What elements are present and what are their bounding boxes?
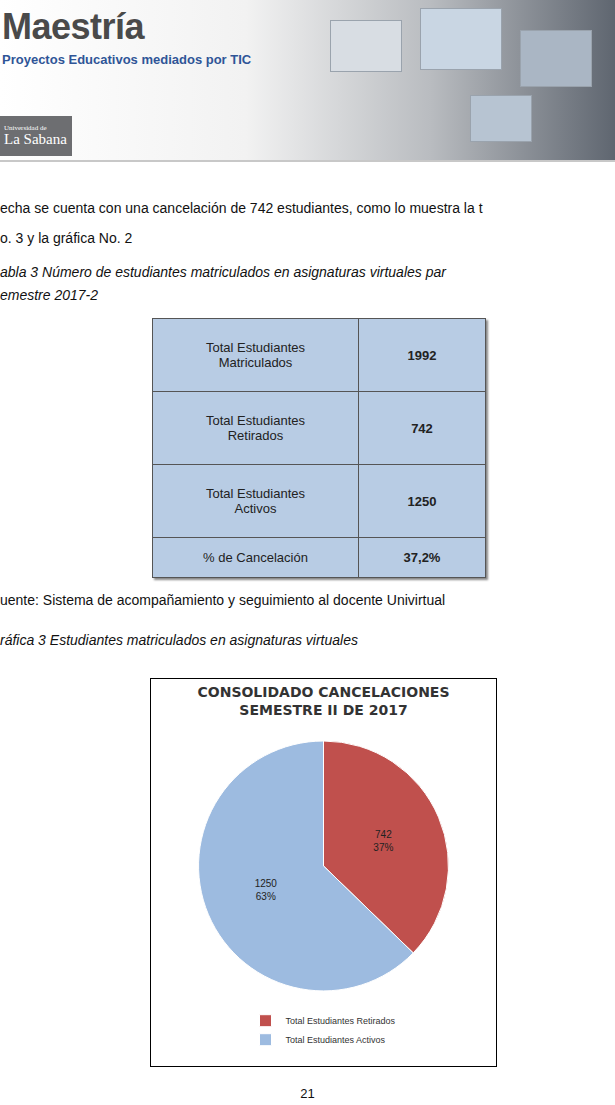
html-text:La Sabana: La Sabana	[4, 131, 67, 147]
svg-text:Total Estudiantes Activos: Total Estudiantes Activos	[286, 1035, 386, 1045]
html-text:37,2%: 37,2%	[403, 550, 441, 566]
html-text:echa se cuenta con una cancela: echa se cuenta con una cancelación de 74…	[0, 200, 483, 216]
html-text:21: 21	[300, 1086, 315, 1101]
html-text:Total Estudiantes: Total Estudiantes	[206, 486, 305, 502]
html-text:Activos: Activos	[234, 501, 277, 517]
html-text:emestre 2017-2: emestre 2017-2	[0, 287, 99, 303]
svg-text:74237%: 74237%	[373, 829, 393, 853]
html-text:abla 3 Número de estudiantes m: abla 3 Número de estudiantes matriculado…	[0, 264, 446, 280]
html-text:uente: Sistema de acompañamien: uente: Sistema de acompañamiento y segui…	[0, 592, 446, 608]
svg-text:Total Estudiantes Retirados: Total Estudiantes Retirados	[286, 1016, 396, 1026]
html-text:Proyectos Educativos mediados: Proyectos Educativos mediados por TIC	[2, 52, 252, 67]
html-text:Matriculados: Matriculados	[218, 355, 293, 370]
html-text:% de Cancelación: % de Cancelación	[203, 550, 308, 566]
html-text:742: 742	[411, 420, 433, 436]
html-text:Total Estudiantes: Total Estudiantes	[206, 340, 305, 355]
html-text:1992: 1992	[407, 347, 437, 363]
html-text:o. 3 y la gráfica No. 2: o. 3 y la gráfica No. 2	[0, 230, 133, 246]
html-text:Retirados: Retirados	[227, 428, 284, 444]
html-text:ráfica 3 Estudiantes matricula: ráfica 3 Estudiantes matriculados en asi…	[0, 632, 358, 648]
html-text:Total Estudiantes: Total Estudiantes	[206, 413, 305, 429]
svg-text:CONSOLIDADO CANCELACIONESSEMES: CONSOLIDADO CANCELACIONESSEMESTRE II DE …	[197, 684, 449, 718]
html-text:Maestría: Maestría	[2, 6, 145, 47]
html-text:Universidad de: Universidad de	[4, 124, 47, 132]
html-text:1250: 1250	[407, 493, 437, 509]
svg-text:125063%: 125063%	[255, 878, 278, 902]
